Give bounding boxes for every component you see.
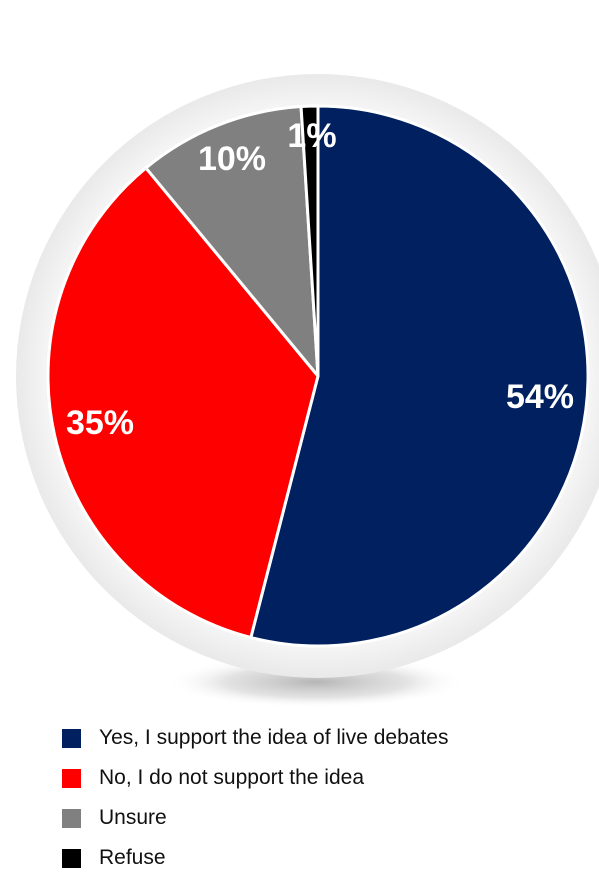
legend-item-no: No, I do not support the idea	[62, 758, 448, 798]
legend-item-unsure: Unsure	[62, 798, 448, 838]
pie-slice-unsure	[144, 105, 320, 378]
legend-swatch-no	[62, 768, 81, 788]
legend-label-unsure: Unsure	[99, 806, 167, 829]
pie-slice-yes	[249, 104, 590, 648]
legend-item-yes: Yes, I support the idea of live debates	[62, 718, 448, 758]
legend: Yes, I support the idea of live debates …	[62, 718, 448, 878]
legend-label-no: No, I do not support the idea	[99, 766, 365, 789]
legend-swatch-unsure	[62, 808, 81, 828]
pie-slice-refuse	[299, 104, 320, 378]
data-label-unsure: 10%	[198, 140, 266, 178]
legend-item-refuse: Refuse	[62, 838, 448, 878]
legend-label-refuse: Refuse	[99, 846, 166, 869]
data-label-no: 35%	[66, 404, 134, 442]
data-label-yes: 54%	[506, 378, 574, 416]
legend-label-yes: Yes, I support the idea of live debates	[99, 726, 449, 749]
data-label-refuse: 1%	[287, 117, 336, 155]
legend-swatch-refuse	[62, 848, 81, 868]
pie-slice-no	[46, 166, 320, 640]
legend-swatch-yes	[62, 728, 81, 748]
